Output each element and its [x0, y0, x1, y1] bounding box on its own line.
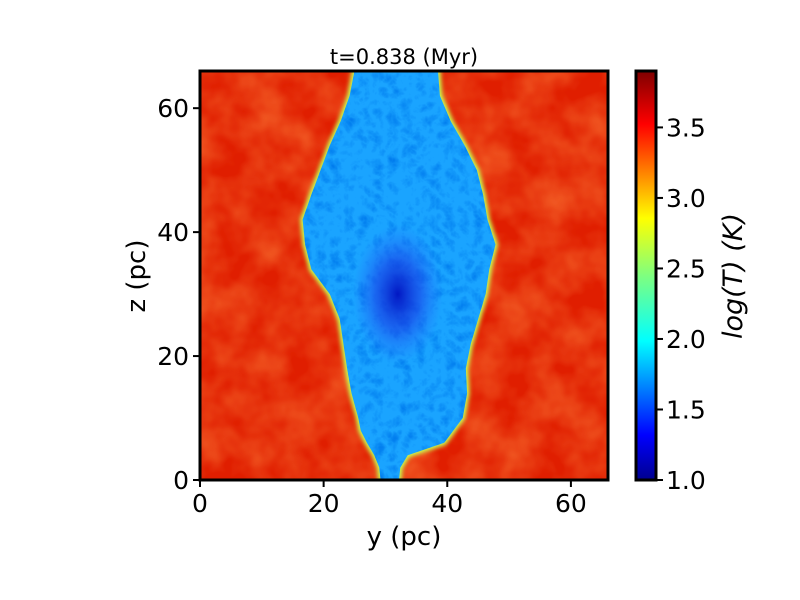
heatmap-plot: [200, 71, 608, 480]
colorbar-tick-label: 3.0: [666, 184, 706, 213]
y-tick-label: 20: [157, 342, 189, 371]
colorbar-tick-label: 1.5: [666, 395, 706, 424]
y-axis-label: z (pc): [122, 240, 152, 313]
y-tick-label: 60: [157, 94, 189, 123]
y-tick-label: 0: [173, 466, 189, 495]
x-tick-label: 60: [555, 489, 587, 518]
cold-core: [352, 224, 443, 365]
y-axis: 0 20 40 60: [157, 94, 200, 495]
colorbar-tick-label: 2.5: [666, 254, 706, 283]
colorbar-label: log(T) (K): [718, 213, 749, 339]
x-tick-label: 40: [431, 489, 463, 518]
chart-title: t=0.838 (Myr): [330, 45, 478, 69]
colorbar-tick-label: 3.5: [666, 113, 706, 142]
x-tick-label: 0: [192, 489, 208, 518]
plot-frame: [198, 69, 610, 482]
colorbar: [634, 69, 658, 482]
colorbar-tick-label: 1.0: [666, 466, 706, 495]
colorbar-tick-label: 2.0: [666, 325, 706, 354]
y-tick-label: 40: [157, 218, 189, 247]
x-tick-label: 20: [308, 489, 340, 518]
x-axis-label: y (pc): [367, 522, 442, 552]
x-axis: 0 20 40 60: [192, 480, 587, 518]
colorbar-axis: 1.0 1.5 2.0 2.5 3.0 3.5: [656, 113, 706, 495]
